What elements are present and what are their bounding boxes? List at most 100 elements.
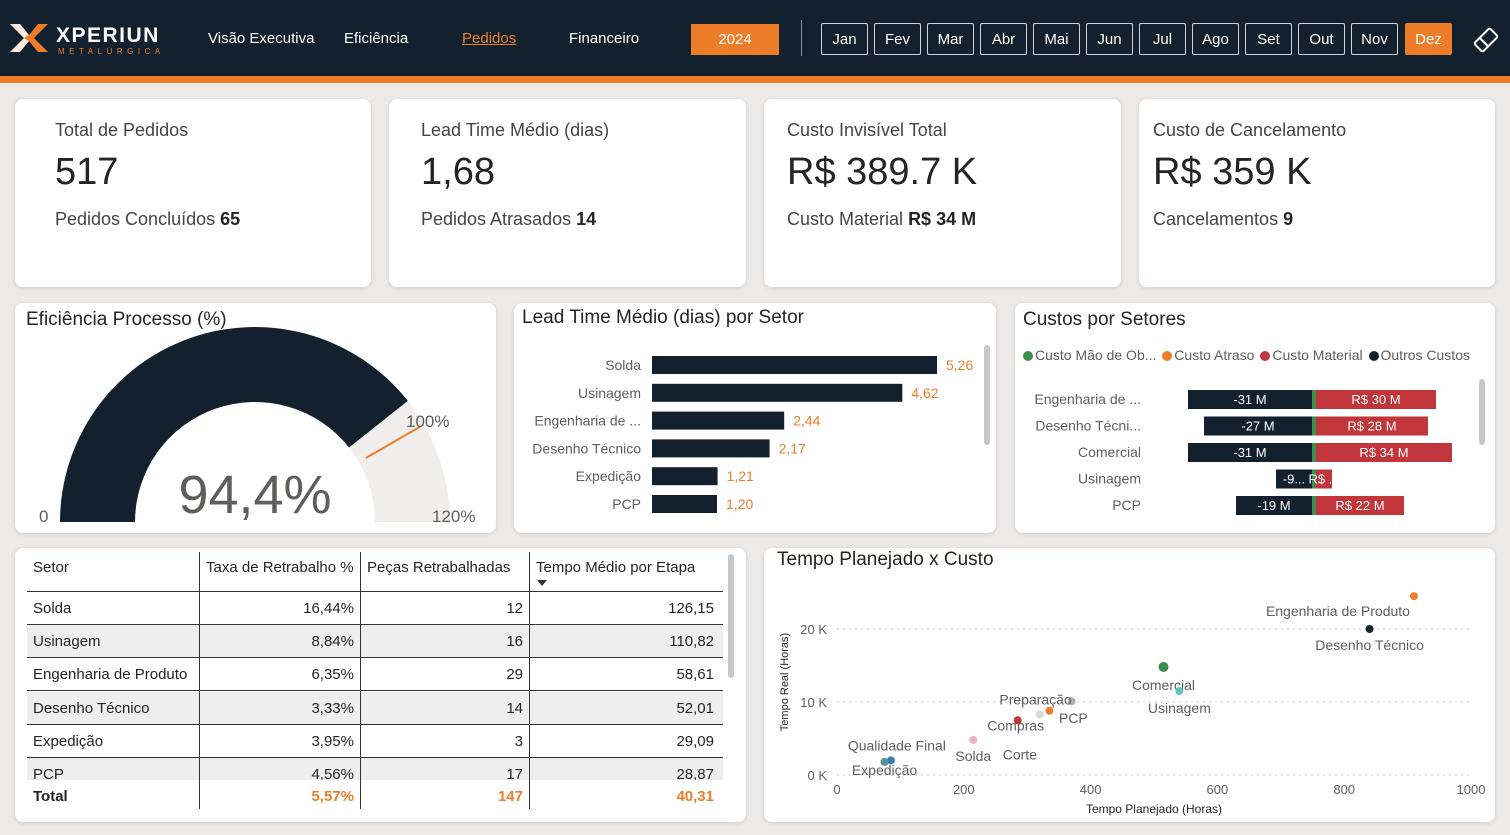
custo-material-bar[interactable] (1316, 469, 1332, 489)
month-jun-button[interactable]: Jun (1086, 23, 1133, 55)
clear-filters-eraser-icon[interactable] (1470, 24, 1502, 56)
costs-scrollbar[interactable] (1479, 379, 1485, 445)
brand-logo: XPERIUN METALÚRGICA (8, 22, 183, 58)
gauge-title: Eficiência Processo (%) (26, 309, 227, 330)
scatter-point[interactable] (969, 735, 978, 744)
legend-item[interactable]: Custo Atraso (1162, 347, 1254, 363)
scatter-point-label: Desenho Técnico (1315, 637, 1424, 653)
kpi-sub-value: 14 (576, 209, 597, 229)
month-dez-button[interactable]: Dez (1405, 23, 1452, 55)
custo-material-label: R$ ... (1308, 472, 1339, 487)
legend-label: Custo Atraso (1174, 347, 1255, 363)
scatter-point[interactable] (1013, 716, 1022, 725)
mao-de-obra-bar[interactable] (1312, 496, 1316, 515)
outros-custos-bar[interactable] (1236, 496, 1312, 515)
scatter-point[interactable] (1045, 706, 1054, 715)
month-fev-button[interactable]: Fev (874, 23, 921, 55)
column-header-taxa-retrabalho[interactable]: Taxa de Retrabalho % (206, 559, 354, 576)
outros-custos-label: -31 M (1233, 445, 1266, 460)
legend-item[interactable]: Custo Mão de Ob... (1023, 347, 1156, 363)
lead-time-bar[interactable] (652, 383, 903, 402)
scatter-point[interactable] (1158, 661, 1169, 672)
month-jan-button[interactable]: Jan (821, 23, 868, 55)
month-mar-button[interactable]: Mar (927, 23, 974, 55)
custo-material-bar[interactable] (1316, 416, 1428, 436)
gauge-min-label: 0 (39, 507, 48, 526)
x-tick-label: 0 (833, 782, 840, 797)
outros-custos-bar[interactable] (1204, 416, 1312, 436)
outros-custos-bar[interactable] (1188, 390, 1312, 409)
kpi-sub-value: 9 (1283, 209, 1294, 229)
nav-visao-executiva[interactable]: Visão Executiva (208, 30, 315, 47)
table-body: Solda 16,44% 12 126,15 Usinagem 8,84% 16 110,82… (27, 592, 723, 780)
kpi-subtext: Custo Material R$ 34 M (787, 209, 976, 230)
month-mai-button[interactable]: Mai (1033, 23, 1080, 55)
mao-de-obra-bar[interactable] (1312, 416, 1316, 436)
custo-material-bar[interactable] (1316, 443, 1452, 462)
lead-time-bar[interactable] (652, 495, 718, 513)
bar-value-label: 5,26 (946, 357, 973, 373)
lead-time-bar[interactable] (652, 439, 770, 458)
month-set-button[interactable]: Set (1245, 23, 1292, 55)
mao-de-obra-bar[interactable] (1312, 443, 1316, 462)
lead-time-bar[interactable] (652, 467, 718, 486)
custo-material-bar[interactable] (1316, 390, 1436, 409)
rework-table: Setor Taxa de Retrabalho % Peças Retraba… (27, 552, 723, 814)
table-row[interactable]: Desenho Técnico 3,33% 14 52,01 (27, 691, 723, 725)
outros-custos-bar[interactable] (1276, 469, 1312, 489)
mao-de-obra-bar[interactable] (1312, 390, 1316, 409)
legend-item[interactable]: Custo Material (1260, 347, 1363, 363)
cell-pecas: 16 (506, 633, 523, 651)
table-row[interactable]: Engenharia de Produto 6,35% 29 58,61 (27, 658, 723, 692)
scatter-point[interactable] (1409, 592, 1418, 601)
column-header-setor[interactable]: Setor (33, 559, 69, 576)
x-logo-icon (10, 24, 48, 52)
scatter-point[interactable] (1175, 687, 1184, 696)
legend-item[interactable]: Outros Custos (1368, 347, 1470, 363)
nav-financeiro[interactable]: Financeiro (569, 30, 640, 47)
column-header-pecas-retrabalhadas[interactable]: Peças Retrabalhadas (367, 559, 511, 576)
legend-dot-icon (1023, 351, 1033, 361)
table-scrollbar[interactable] (728, 554, 734, 678)
table-row[interactable]: Expedição 3,95% 3 29,09 (27, 724, 723, 758)
bar-value-label: 4,62 (911, 385, 938, 401)
column-header-tempo-medio[interactable]: Tempo Médio por Etapa (536, 559, 696, 576)
month-ago-button[interactable]: Ago (1192, 23, 1239, 55)
scatter-point-label: Solda (955, 748, 991, 764)
x-tick-label: 800 (1333, 782, 1355, 797)
scatter-card: Tempo Planejado x Custo 0 K 10 K 20 K 0 200 4… (764, 548, 1495, 822)
outros-custos-bar[interactable] (1188, 443, 1312, 462)
bar-category-label: PCP (612, 496, 641, 512)
year-filter-button[interactable]: 2024 (691, 24, 779, 55)
month-jul-button[interactable]: Jul (1139, 23, 1186, 55)
gauge-max-label: 120% (432, 507, 475, 526)
legend-label: Custo Material (1272, 347, 1363, 363)
kpi-subtext: Pedidos Concluídos 65 (55, 209, 240, 230)
scatter-point[interactable] (880, 757, 889, 766)
scatter-point[interactable] (886, 756, 895, 765)
nav-eficiencia[interactable]: Eficiência (344, 30, 409, 47)
lead-time-scrollbar[interactable] (984, 345, 990, 445)
table-row[interactable]: PCP 4,56% 17 28,87 (27, 758, 723, 780)
custo-material-bar[interactable] (1316, 496, 1404, 515)
cell-tempo: 110,82 (669, 633, 714, 651)
sort-descending-icon[interactable] (537, 580, 547, 586)
legend-label: Custo Mão de Ob... (1035, 347, 1157, 363)
scatter-point[interactable] (1067, 697, 1076, 706)
table-row[interactable]: Usinagem 8,84% 16 110,82 (27, 625, 723, 659)
month-nov-button[interactable]: Nov (1351, 23, 1398, 55)
nav-pedidos[interactable]: Pedidos (462, 30, 517, 47)
lead-time-bar[interactable] (652, 356, 937, 374)
table-row[interactable]: Solda 16,44% 12 126,15 (27, 592, 723, 625)
scatter-point[interactable] (1365, 625, 1374, 633)
month-out-button[interactable]: Out (1298, 23, 1345, 55)
month-abr-button[interactable]: Abr (980, 23, 1027, 55)
scatter-point[interactable] (1035, 710, 1044, 719)
brand-subtitle: METALÚRGICA (58, 47, 165, 56)
efficiency-gauge: 94,4% 0 120% 100% (39, 327, 475, 526)
kpi-value: R$ 389.7 K (787, 151, 978, 193)
cell-tempo: 52,01 (676, 699, 714, 717)
lead-time-bar[interactable] (652, 411, 785, 430)
mao-de-obra-bar[interactable] (1312, 469, 1316, 489)
costs-legend: Custo Mão de Ob... Custo Atraso Custo Ma… (1023, 347, 1472, 363)
